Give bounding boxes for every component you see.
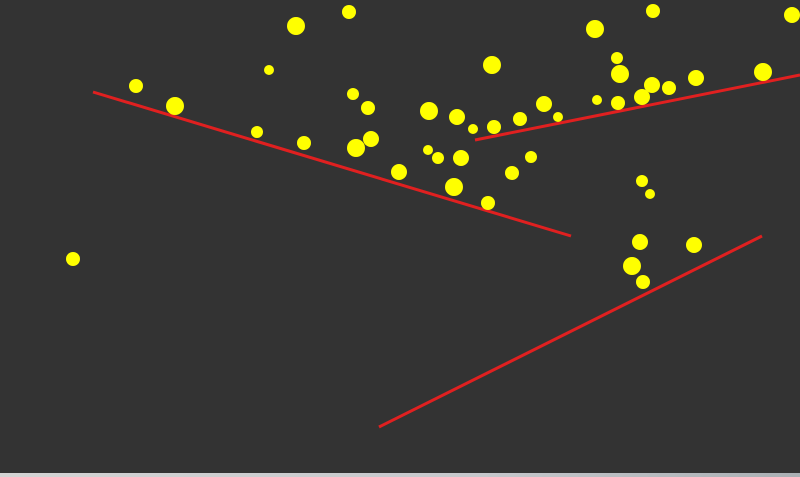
yellow-ball xyxy=(646,4,660,18)
yellow-ball xyxy=(449,109,465,125)
yellow-ball xyxy=(483,56,501,74)
yellow-ball xyxy=(636,175,648,187)
yellow-ball xyxy=(645,189,655,199)
yellow-ball xyxy=(536,96,552,112)
yellow-ball xyxy=(420,102,438,120)
yellow-ball xyxy=(662,81,676,95)
yellow-ball xyxy=(623,257,641,275)
yellow-ball xyxy=(432,152,444,164)
red-line xyxy=(378,234,763,429)
red-line xyxy=(92,90,572,238)
yellow-ball xyxy=(634,89,650,105)
yellow-ball xyxy=(347,88,359,100)
yellow-ball xyxy=(611,65,629,83)
yellow-ball xyxy=(347,139,365,157)
yellow-ball xyxy=(525,151,537,163)
yellow-ball xyxy=(513,112,527,126)
yellow-ball xyxy=(264,65,274,75)
yellow-ball xyxy=(644,77,660,93)
yellow-ball xyxy=(166,97,184,115)
yellow-ball xyxy=(468,124,478,134)
yellow-ball xyxy=(688,70,704,86)
yellow-ball xyxy=(287,17,305,35)
yellow-ball xyxy=(481,196,495,210)
yellow-ball xyxy=(784,7,800,23)
yellow-ball xyxy=(611,96,625,110)
yellow-ball xyxy=(342,5,356,19)
yellow-ball xyxy=(453,150,469,166)
yellow-ball xyxy=(361,101,375,115)
yellow-ball xyxy=(686,237,702,253)
yellow-ball xyxy=(251,126,263,138)
yellow-ball xyxy=(445,178,463,196)
yellow-ball xyxy=(505,166,519,180)
yellow-ball xyxy=(129,79,143,93)
yellow-ball xyxy=(423,145,433,155)
yellow-ball xyxy=(632,234,648,250)
yellow-ball xyxy=(754,63,772,81)
yellow-ball xyxy=(363,131,379,147)
yellow-ball xyxy=(611,52,623,64)
window-bottom-edge xyxy=(0,473,800,477)
yellow-ball xyxy=(592,95,602,105)
red-line xyxy=(474,73,800,142)
yellow-ball xyxy=(391,164,407,180)
yellow-ball xyxy=(66,252,80,266)
yellow-ball xyxy=(636,275,650,289)
yellow-ball xyxy=(487,120,501,134)
yellow-ball xyxy=(586,20,604,38)
yellow-ball xyxy=(297,136,311,150)
yellow-ball xyxy=(553,112,563,122)
